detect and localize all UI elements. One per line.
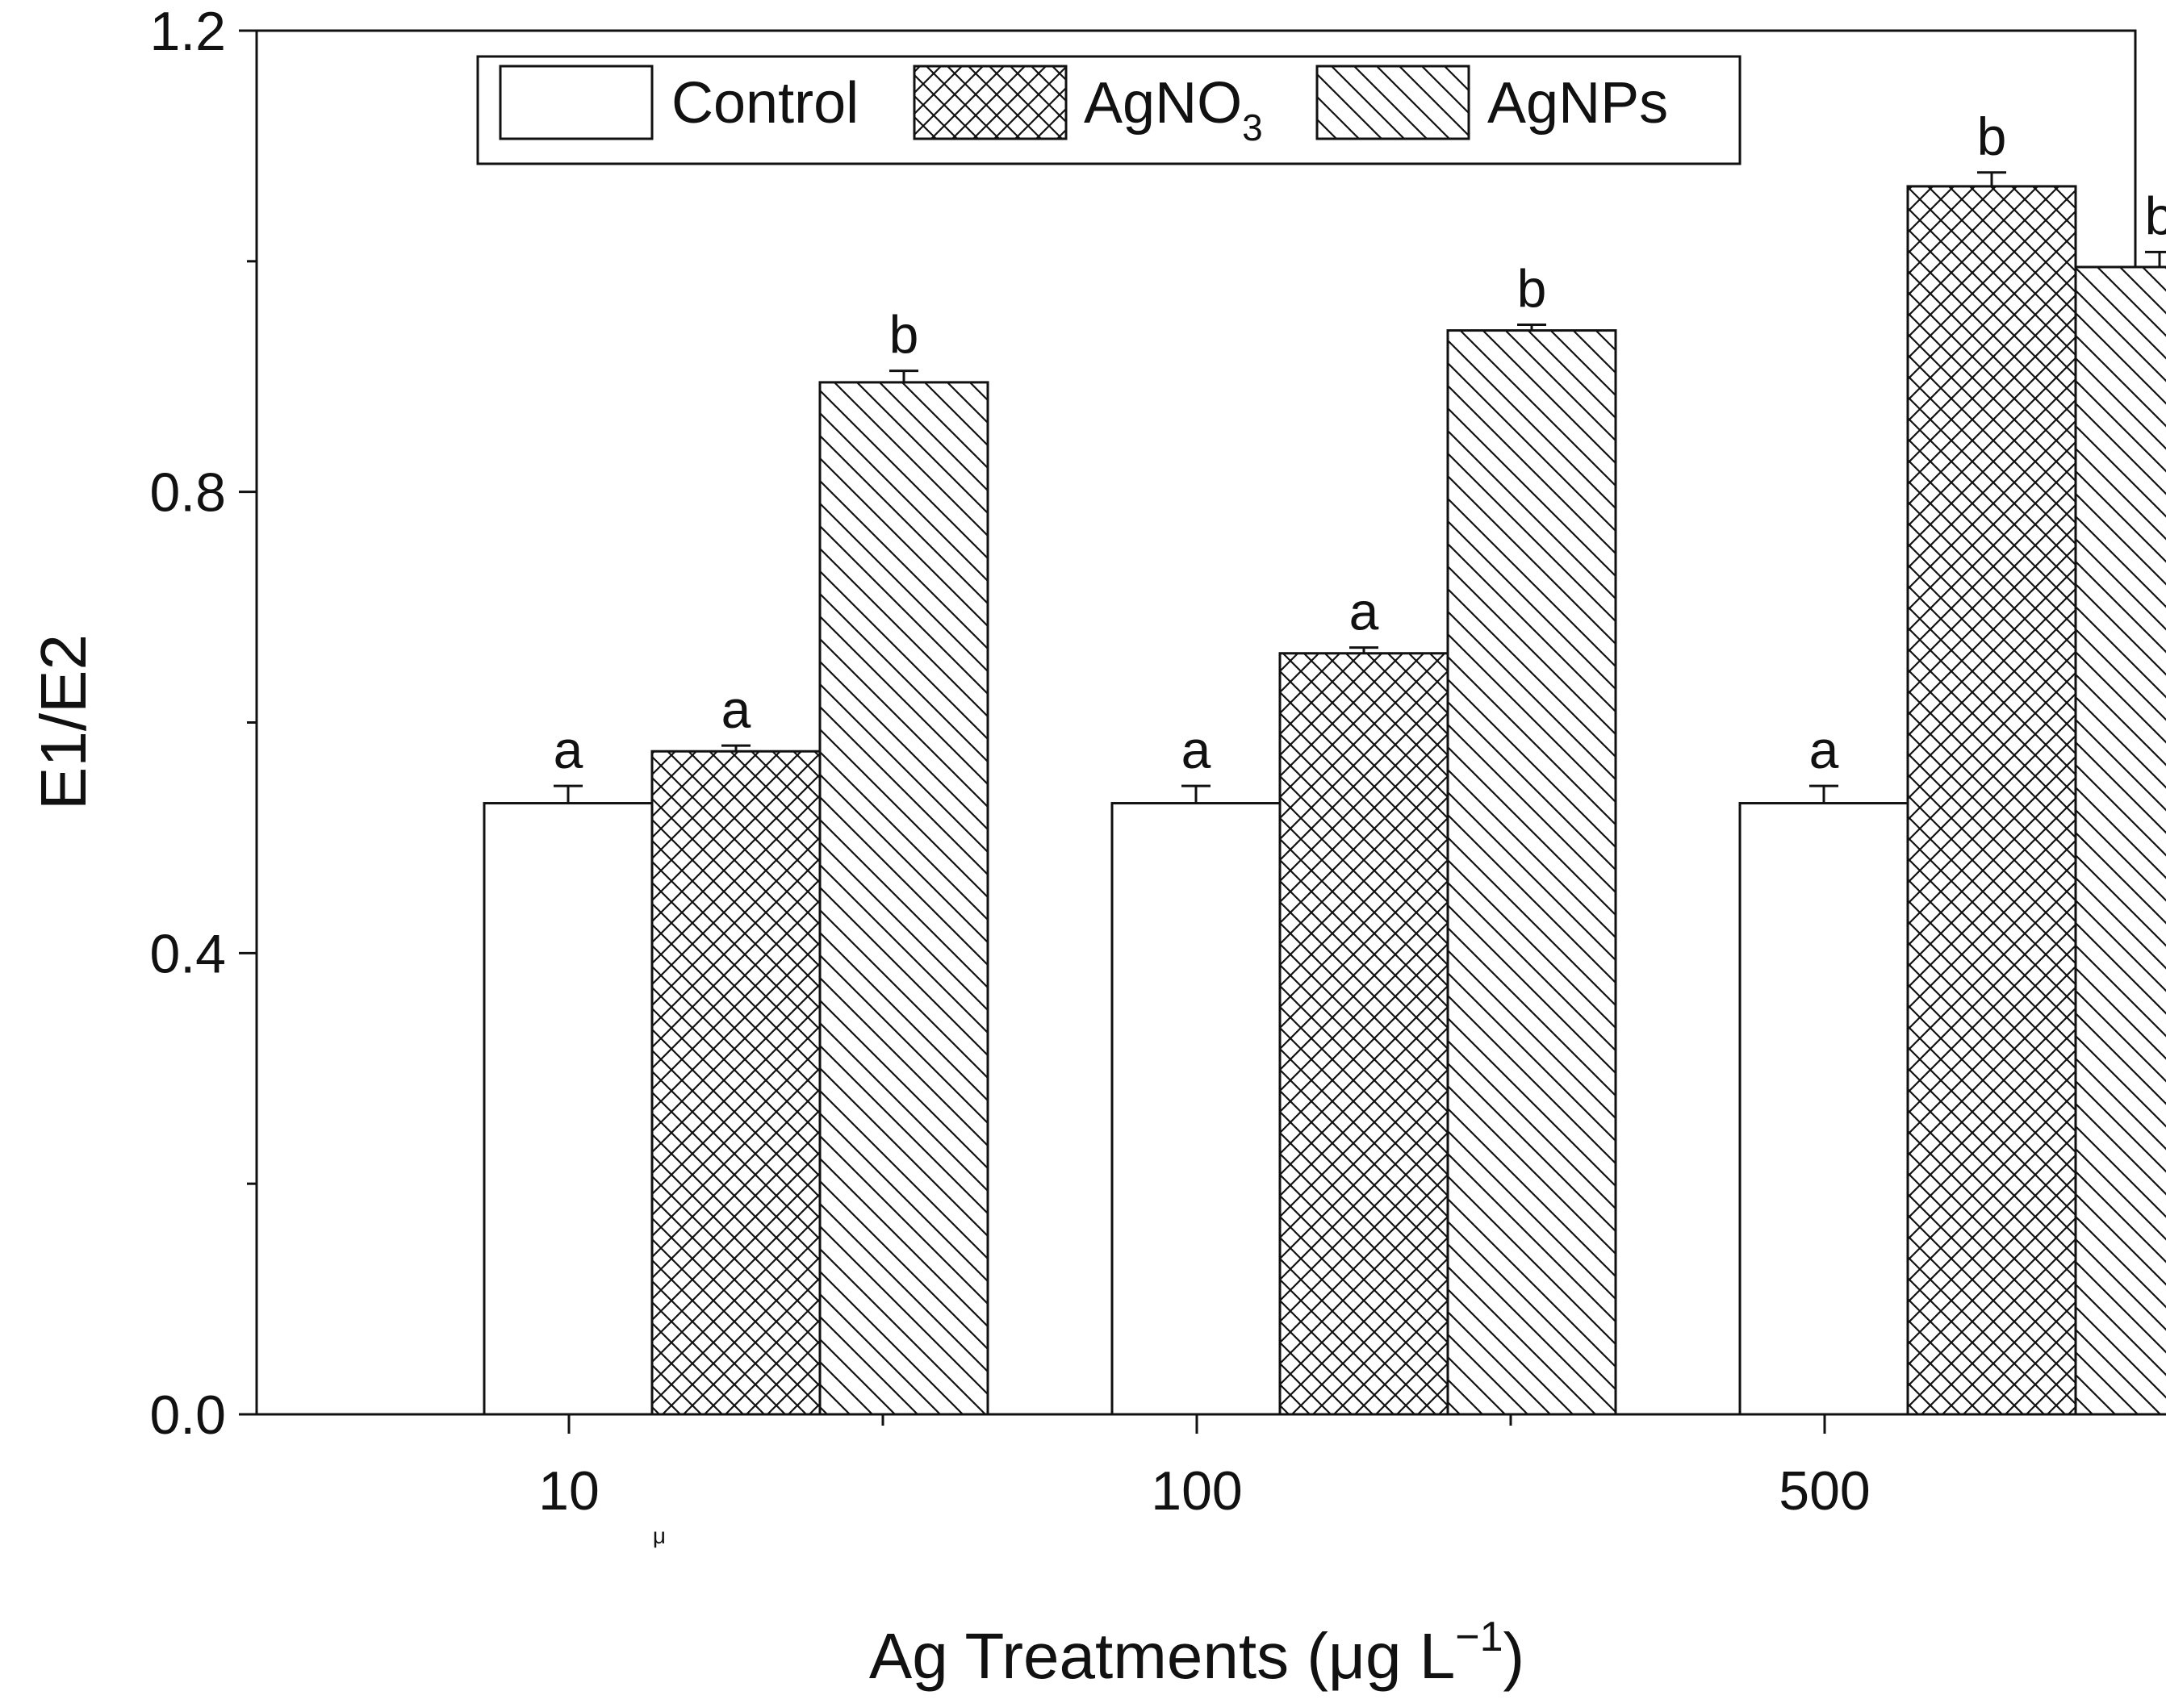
legend-swatch-agno3	[913, 65, 1068, 140]
axis-labels: Ag Treatments (μg L−1) E1/E2	[27, 634, 1524, 1692]
bars: a a a a a b b b b	[483, 106, 2166, 1416]
significance-letter: b	[2145, 186, 2166, 245]
bar-control-100	[1110, 802, 1282, 1416]
x-tick-label: 500	[1779, 1460, 1870, 1522]
x-tick-label: 10	[538, 1460, 600, 1522]
significance-letter: b	[889, 305, 919, 365]
bar-control-10	[483, 802, 654, 1416]
significance-letter: b	[1517, 258, 1547, 318]
y-tick-label: 1.2	[149, 1, 226, 62]
axes: 0.0 0.4 0.8 1.2 10 100 500 μ	[149, 1, 1870, 1548]
significance-letter: a	[554, 720, 583, 779]
bar-agnps-500	[2074, 265, 2166, 1416]
y-tick-label: 0.4	[149, 923, 226, 984]
significance-letter: a	[1181, 720, 1211, 779]
legend: Control AgNO3 AgNPs	[476, 55, 1742, 165]
bar-agnps-100	[1446, 329, 1617, 1416]
bar-agno3-10	[650, 750, 822, 1416]
y-tick-label: 0.8	[149, 462, 226, 524]
significance-letter: a	[721, 679, 751, 739]
bar-agno3-100	[1278, 652, 1449, 1416]
y-tick-label: 0.0	[149, 1384, 226, 1446]
legend-box	[476, 55, 1742, 165]
x-tick-label: 100	[1151, 1460, 1242, 1522]
bar-agno3-500	[1906, 185, 2077, 1416]
x-axis-title: Ag Treatments (μg L−1)	[869, 1614, 1524, 1692]
stray-mu-mark: μ	[653, 1523, 666, 1548]
legend-swatch-control	[499, 65, 654, 140]
significance-letter: b	[1977, 106, 2007, 166]
legend-label-control: Control	[671, 71, 859, 136]
significance-letter: a	[1349, 582, 1379, 641]
legend-label-agnps: AgNPs	[1487, 71, 1668, 136]
bar-agnps-10	[818, 381, 989, 1416]
bar-control-500	[1738, 802, 1909, 1416]
y-axis-title: E1/E2	[27, 634, 99, 810]
significance-letter: a	[1809, 720, 1839, 779]
legend-swatch-agnps	[1315, 65, 1470, 140]
